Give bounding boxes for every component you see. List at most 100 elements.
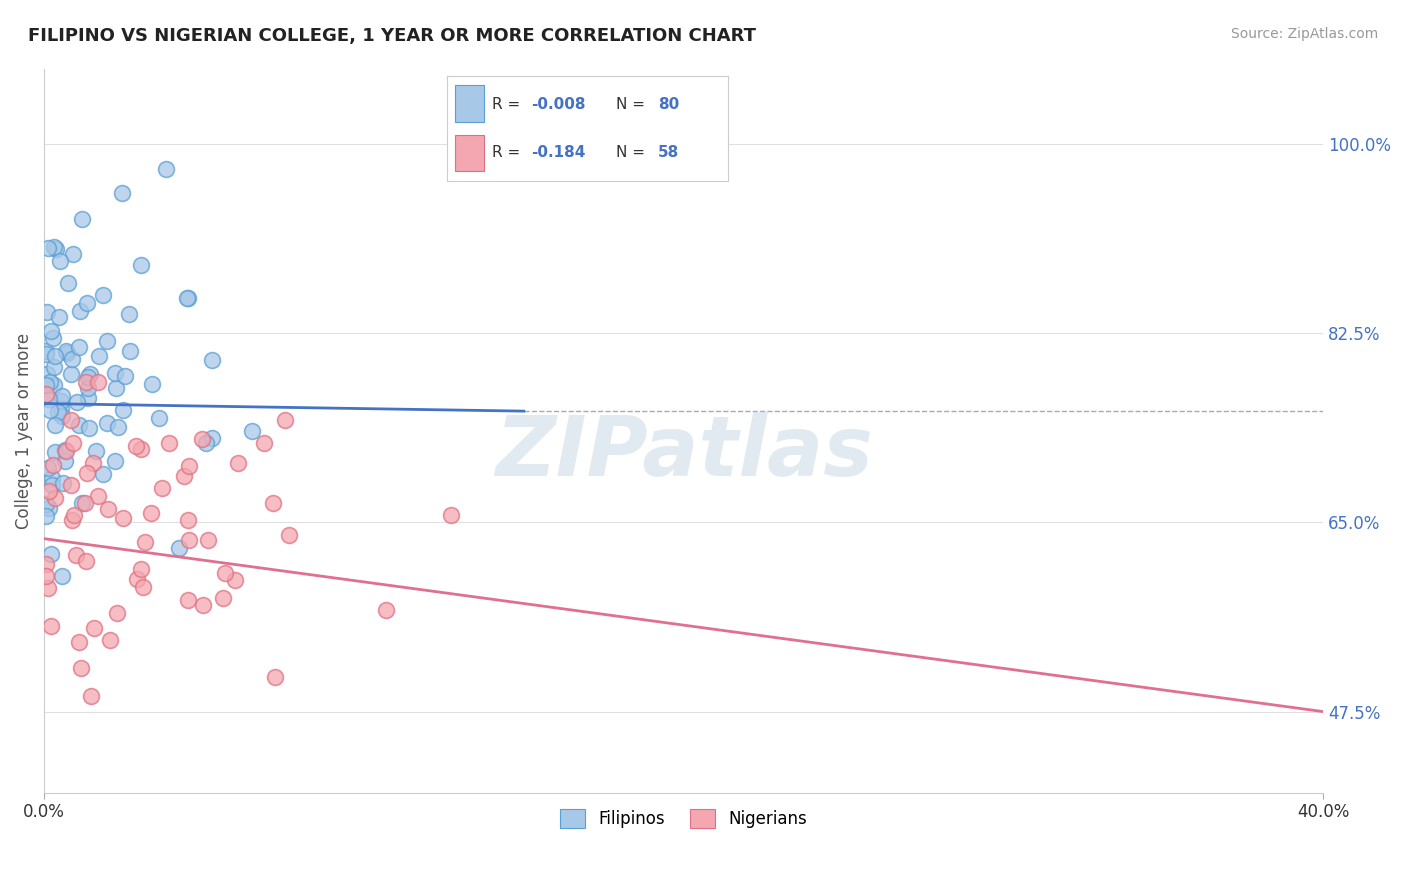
Point <box>42 359 65 374</box>
Point <box>35 387 58 401</box>
Point <box>67 634 90 648</box>
Point <box>197 533 219 548</box>
Point <box>42 240 65 254</box>
Point <box>141 506 163 520</box>
Point <box>37 367 59 381</box>
Point <box>107 419 129 434</box>
Point <box>176 513 198 527</box>
Point <box>60 513 83 527</box>
Point <box>41 324 63 338</box>
Point <box>374 603 396 617</box>
Point <box>104 367 127 381</box>
Point <box>132 580 155 594</box>
Point <box>59 477 82 491</box>
Point <box>35 343 58 358</box>
Point <box>39 375 62 389</box>
Point <box>42 378 65 392</box>
Point <box>104 454 127 468</box>
Point <box>76 369 98 384</box>
Point <box>60 368 83 382</box>
Point <box>173 468 195 483</box>
Point <box>41 478 63 492</box>
Legend: Filipinos, Nigerians: Filipinos, Nigerians <box>554 803 814 835</box>
Point <box>41 470 63 484</box>
Point <box>104 381 127 395</box>
Point <box>49 393 72 408</box>
Point <box>52 475 75 490</box>
Point <box>39 402 62 417</box>
Point <box>262 496 284 510</box>
Point <box>82 456 104 470</box>
Point <box>44 349 66 363</box>
Point <box>177 291 200 305</box>
Point <box>148 411 170 425</box>
Point <box>35 569 58 583</box>
Point <box>75 554 97 568</box>
Point <box>91 467 114 481</box>
Point <box>51 569 73 583</box>
Point <box>49 401 72 415</box>
Point <box>76 295 98 310</box>
Point <box>129 442 152 456</box>
Point <box>67 418 90 433</box>
Point <box>91 288 114 302</box>
Point <box>38 484 60 499</box>
Point <box>114 369 136 384</box>
Point <box>194 435 217 450</box>
Point <box>38 501 60 516</box>
Point <box>226 456 249 470</box>
Point <box>70 211 93 226</box>
Point <box>111 186 134 200</box>
Point <box>39 547 62 561</box>
Point <box>274 413 297 427</box>
Point <box>191 598 214 612</box>
Point <box>277 528 299 542</box>
Point <box>179 533 201 547</box>
Point <box>55 344 77 359</box>
Point <box>39 619 62 633</box>
Point <box>129 561 152 575</box>
Point <box>35 304 58 318</box>
Point <box>35 497 58 511</box>
Point <box>44 445 66 459</box>
Point <box>176 291 198 305</box>
Point <box>51 409 73 423</box>
Point <box>77 381 100 395</box>
Point <box>48 310 70 324</box>
Point <box>59 412 82 426</box>
Point <box>38 392 60 406</box>
Point <box>35 509 58 524</box>
Point <box>62 247 84 261</box>
Point <box>44 491 66 506</box>
Point <box>51 389 73 403</box>
Point <box>42 330 65 344</box>
Point <box>70 661 93 675</box>
Point <box>105 607 128 621</box>
Point <box>224 574 246 588</box>
Point <box>125 439 148 453</box>
Point <box>129 258 152 272</box>
Point <box>44 418 66 433</box>
Point <box>98 633 121 648</box>
Point <box>253 436 276 450</box>
Point <box>191 432 214 446</box>
Point <box>55 346 77 360</box>
Y-axis label: College, 1 year or more: College, 1 year or more <box>15 333 32 529</box>
Point <box>67 340 90 354</box>
Point <box>65 549 87 563</box>
Point <box>63 508 86 523</box>
Point <box>53 453 76 467</box>
Point <box>167 541 190 555</box>
Point <box>48 404 70 418</box>
Point <box>157 436 180 450</box>
Point <box>440 508 463 523</box>
Point <box>70 496 93 510</box>
Point <box>56 276 79 290</box>
Point <box>201 352 224 367</box>
Point <box>141 377 163 392</box>
Point <box>77 391 100 405</box>
Point <box>35 557 58 571</box>
Point <box>96 501 118 516</box>
Point <box>55 442 77 457</box>
Point <box>76 467 98 481</box>
